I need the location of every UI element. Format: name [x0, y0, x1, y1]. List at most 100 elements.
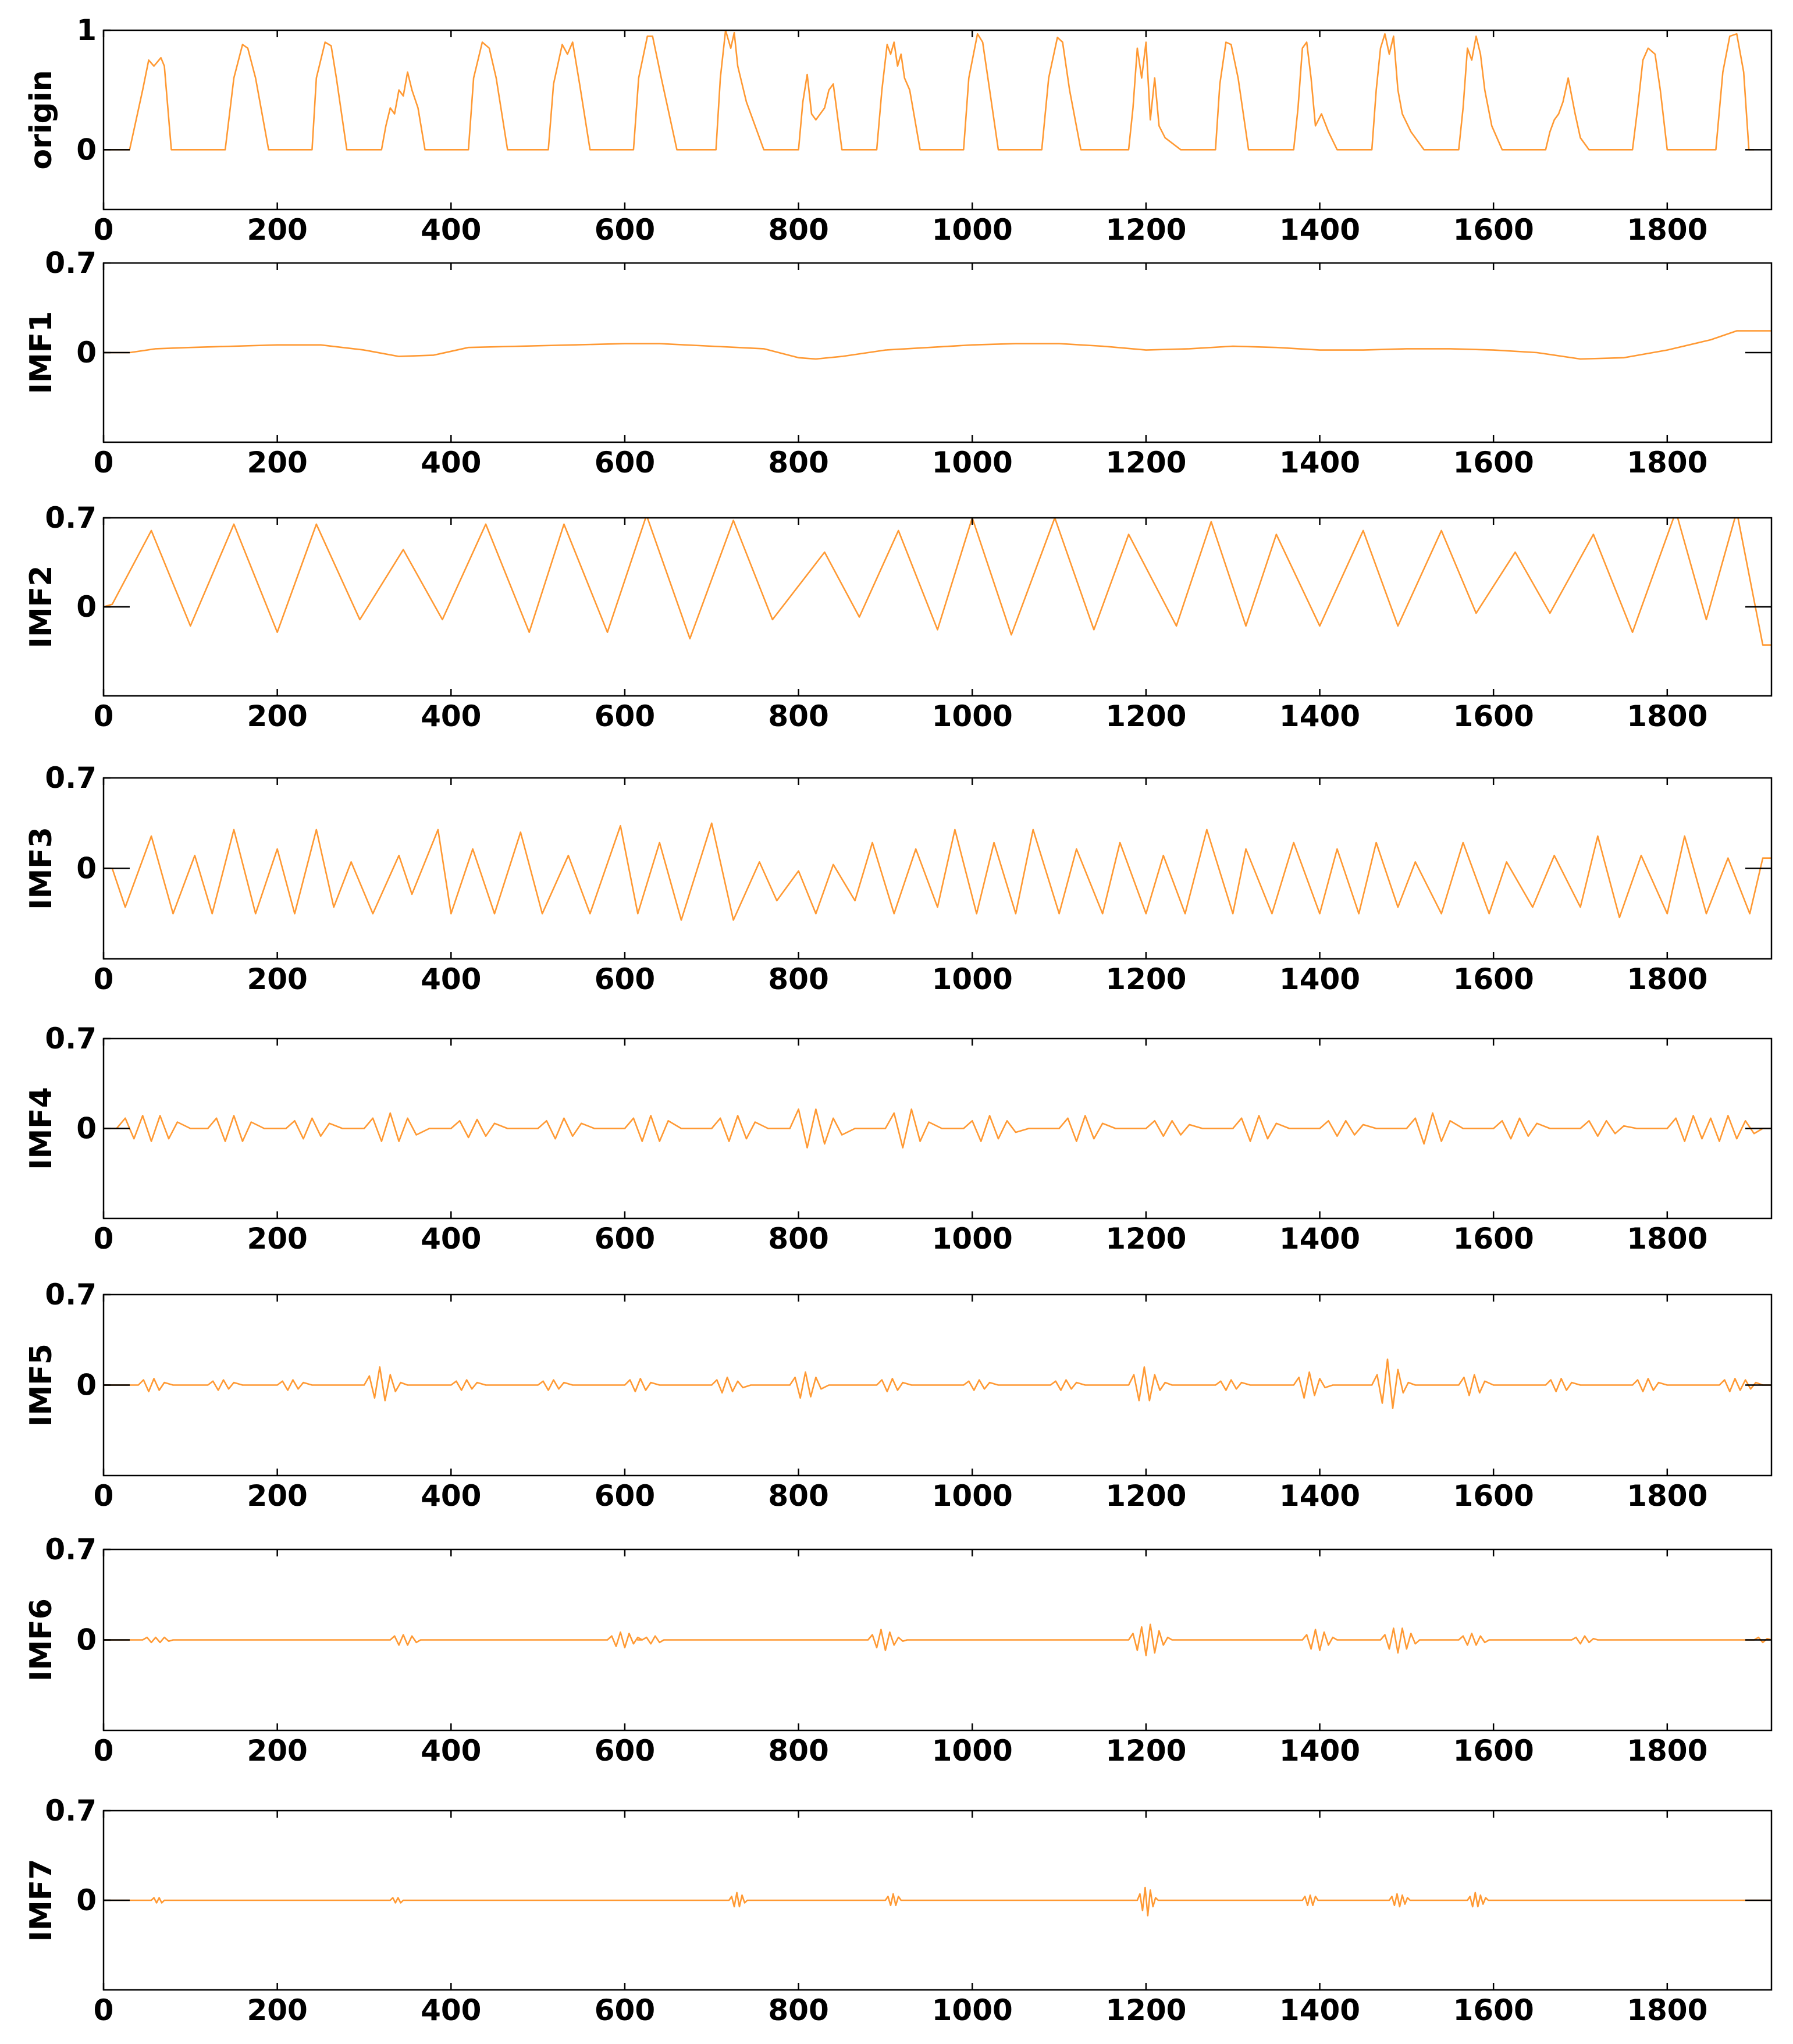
- x-tick-label: 1200: [1105, 1222, 1186, 1256]
- x-tick-label: 200: [247, 1479, 307, 1513]
- series-line-imf6: [104, 1623, 1771, 1656]
- series-line-imf7: [104, 1886, 1771, 1917]
- y-tick-label: 0: [76, 1623, 97, 1657]
- series-line-imf2: [104, 518, 1771, 646]
- x-tick-label: 1800: [1627, 699, 1707, 733]
- x-tick-label: 1200: [1105, 962, 1186, 996]
- x-tick-label: 600: [595, 1734, 655, 1768]
- plot-frame: [102, 262, 1773, 443]
- x-tick-label: 1600: [1453, 1479, 1534, 1513]
- panel-imf2: 0 200 400 600 800 1000 1200 1400 1600 1800 0 0.7 IMF…: [24, 501, 1773, 733]
- y-axis-label: IMF6: [24, 1598, 59, 1682]
- y-tick-label: 0.7: [45, 1533, 97, 1566]
- x-tick-label: 600: [595, 699, 655, 733]
- x-tick-label: 1000: [932, 1734, 1013, 1768]
- y-tick-label: 0: [76, 1112, 97, 1146]
- y-tick-label: 0: [76, 336, 97, 369]
- y-tick-label: 0.7: [45, 1278, 97, 1311]
- x-tick-label: 800: [768, 1993, 828, 2027]
- y-axis-label: IMF3: [24, 827, 59, 910]
- y-axis-label: origin: [24, 70, 59, 169]
- x-tick-label: 1400: [1279, 1222, 1360, 1256]
- x-tick-label: 200: [247, 1222, 307, 1256]
- x-tick-label: 1000: [932, 699, 1013, 733]
- y-tick-label: 1: [76, 13, 97, 47]
- x-tick-label: 1200: [1105, 1993, 1186, 2027]
- x-tick-label: 400: [421, 446, 481, 479]
- x-tick-label: 200: [247, 446, 307, 479]
- y-tick-label: 0: [76, 1368, 97, 1402]
- x-tick-label: 1600: [1453, 1734, 1534, 1768]
- x-tick-label: 1800: [1627, 1993, 1707, 2027]
- x-tick-label: 0: [94, 1479, 114, 1513]
- y-axis-label: IMF5: [24, 1343, 59, 1427]
- x-tick-label: 1000: [932, 213, 1013, 247]
- panel-origin: 0 200 400 600 800 1000 1200 1400 1600 1800 0 1 origi…: [24, 13, 1773, 247]
- x-tick-label: 1200: [1105, 699, 1186, 733]
- x-tick-label: 1600: [1453, 699, 1534, 733]
- panel-imf5: 0 200 400 600 800 1000 1200 1400 1600 1800 0 0.7 IMF…: [24, 1278, 1773, 1513]
- y-tick-label: 0.7: [45, 761, 97, 795]
- y-tick-label: 0.7: [45, 501, 97, 535]
- y-tick-label: 0: [76, 852, 97, 886]
- x-tick-label: 0: [94, 1222, 114, 1256]
- x-tick-label: 1600: [1453, 962, 1534, 996]
- x-tick-label: 1800: [1627, 213, 1707, 247]
- x-tick-label: 600: [595, 446, 655, 479]
- x-tick-label: 800: [768, 1479, 828, 1513]
- x-tick-label: 600: [595, 1222, 655, 1256]
- x-tick-label: 800: [768, 213, 828, 247]
- x-tick-label: 1400: [1279, 1479, 1360, 1513]
- x-tick-label: 1200: [1105, 446, 1186, 479]
- x-tick-label: 400: [421, 1222, 481, 1256]
- x-tick-label: 0: [94, 1734, 114, 1768]
- x-tick-label: 1400: [1279, 446, 1360, 479]
- y-tick-label: 0.7: [45, 1794, 97, 1828]
- y-tick-label: 0.7: [45, 246, 97, 280]
- panel-imf7: 0 200 400 600 800 1000 1200 1400 1600 1800 0 0.7 IMF…: [24, 1794, 1773, 2027]
- x-tick-label: 1800: [1627, 446, 1707, 479]
- x-tick-label: 600: [595, 213, 655, 247]
- y-tick-label: 0: [76, 133, 97, 166]
- panel-imf6: 0 200 400 600 800 1000 1200 1400 1600 1800 0 0.7 IMF…: [24, 1533, 1773, 1768]
- y-axis-label: IMF1: [24, 311, 59, 394]
- x-tick-label: 0: [94, 1993, 114, 2027]
- x-tick-label: 0: [94, 446, 114, 479]
- x-tick-label: 800: [768, 446, 828, 479]
- x-tick-label: 800: [768, 1734, 828, 1768]
- x-tick-label: 1800: [1627, 1222, 1707, 1256]
- x-tick-label: 1800: [1627, 962, 1707, 996]
- y-tick-label: 0: [76, 1883, 97, 1917]
- x-tick-label: 0: [94, 213, 114, 247]
- x-tick-label: 600: [595, 1993, 655, 2027]
- x-tick-label: 1000: [932, 1479, 1013, 1513]
- x-tick-label: 1000: [932, 446, 1013, 479]
- x-tick-label: 0: [94, 699, 114, 733]
- x-tick-label: 1800: [1627, 1479, 1707, 1513]
- y-tick-label: 0: [76, 590, 97, 624]
- x-tick-label: 200: [247, 1734, 307, 1768]
- x-tick-label: 1400: [1279, 962, 1360, 996]
- y-axis-label: IMF7: [24, 1859, 59, 1942]
- x-tick-label: 1600: [1453, 1222, 1534, 1256]
- x-tick-label: 800: [768, 962, 828, 996]
- x-tick-label: 600: [595, 962, 655, 996]
- x-tick-label: 400: [421, 1479, 481, 1513]
- plot-frame: [102, 29, 1773, 211]
- x-tick-label: 600: [595, 1479, 655, 1513]
- y-axis-label: IMF2: [24, 566, 59, 649]
- x-tick-label: 800: [768, 699, 828, 733]
- x-tick-label: 1000: [932, 1993, 1013, 2027]
- x-tick-label: 1400: [1279, 1993, 1360, 2027]
- x-tick-label: 200: [247, 699, 307, 733]
- x-tick-label: 400: [421, 1993, 481, 2027]
- x-tick-label: 1000: [932, 1222, 1013, 1256]
- x-tick-label: 1400: [1279, 1734, 1360, 1768]
- panel-imf3: 0 200 400 600 800 1000 1200 1400 1600 1800 0 0.7 IMF…: [24, 761, 1773, 996]
- x-tick-label: 1400: [1279, 213, 1360, 247]
- x-tick-label: 400: [421, 699, 481, 733]
- y-axis-label: IMF4: [24, 1087, 59, 1170]
- x-tick-label: 200: [247, 1993, 307, 2027]
- x-tick-label: 1400: [1279, 699, 1360, 733]
